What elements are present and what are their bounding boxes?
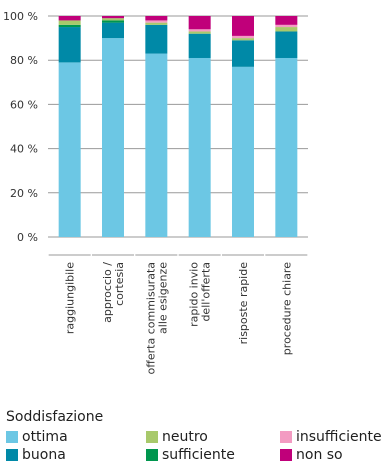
bar-ottima-raggiungibile xyxy=(58,62,81,237)
legend: Soddisfazione ottima buona neutro suffic… xyxy=(6,408,388,468)
bar-insufficiente-risposte-rapide xyxy=(232,35,254,39)
y-tick-label: 60 % xyxy=(10,98,38,111)
bar-ottima-offerta-commisurata-alle-esigenze xyxy=(145,53,168,237)
x-tick-label-approccio-cortesia: approccio /cortesia xyxy=(101,262,126,323)
y-tick-label: 80 % xyxy=(10,54,38,67)
y-tick-label: 40 % xyxy=(10,143,38,156)
bar-neutro-procedure-chiare xyxy=(275,27,298,32)
bar-ottima-procedure-chiare xyxy=(275,57,298,237)
bar-non-so-raggiungibile xyxy=(58,16,81,21)
bar-buona-approccio-cortesia xyxy=(102,22,124,39)
legend-item-buona: buona xyxy=(6,446,66,464)
x-tick-label-rapido-invio-dell-offerta: rapido inviodell'offerta xyxy=(188,262,213,327)
bar-neutro-approccio-cortesia xyxy=(102,18,124,21)
legend-item-insufficiente: insufficiente xyxy=(280,428,382,446)
x-tick-label-raggiungibile: raggiungibile xyxy=(64,262,77,334)
bar-non-so-approccio-cortesia xyxy=(102,16,124,19)
bar-neutro-rapido-invio-dell-offerta xyxy=(188,31,211,34)
legend-label-sufficiente: sufficiente xyxy=(162,447,235,463)
legend-swatch-sufficiente xyxy=(146,449,158,461)
bar-neutro-raggiungibile xyxy=(58,20,81,25)
bar-buona-rapido-invio-dell-offerta xyxy=(188,33,211,58)
bar-sufficiente-raggiungibile xyxy=(58,24,81,28)
legend-label-neutro: neutro xyxy=(162,429,208,445)
bar-buona-procedure-chiare xyxy=(275,31,298,58)
legend-label-insufficiente: insufficiente xyxy=(296,429,382,445)
bar-neutro-risposte-rapide xyxy=(232,38,254,41)
legend-swatch-ottima xyxy=(6,431,18,443)
x-tick-label-risposte-rapide: risposte rapide xyxy=(237,262,250,345)
y-tick-label: 100 % xyxy=(3,10,38,23)
legend-label-non-so: non so xyxy=(296,447,343,463)
bar-buona-raggiungibile xyxy=(58,27,81,63)
legend-label-ottima: ottima xyxy=(22,429,68,445)
bar-non-so-risposte-rapide xyxy=(232,16,254,36)
y-tick-label: 0 % xyxy=(17,231,38,244)
bar-ottima-approccio-cortesia xyxy=(102,38,124,237)
legend-swatch-buona xyxy=(6,449,18,461)
legend-item-non-so: non so xyxy=(280,446,343,464)
legend-label-buona: buona xyxy=(22,447,66,463)
bar-ottima-rapido-invio-dell-offerta xyxy=(188,57,211,237)
legend-title: Soddisfazione xyxy=(6,409,104,425)
legend-item-sufficiente: sufficiente xyxy=(146,446,235,464)
legend-swatch-insufficiente xyxy=(280,431,292,443)
y-tick-label: 20 % xyxy=(10,187,38,200)
bar-insufficiente-rapido-invio-dell-offerta xyxy=(188,29,211,32)
legend-item-ottima: ottima xyxy=(6,428,68,446)
bar-non-so-offerta-commisurata-alle-esigenze xyxy=(145,16,168,21)
legend-swatch-non-so xyxy=(280,449,292,461)
x-tick-label-offerta-commisurata-alle-esigenze: offerta commisurataalle esigenze xyxy=(144,262,169,375)
legend-item-neutro: neutro xyxy=(146,428,208,446)
bar-non-so-procedure-chiare xyxy=(275,16,298,25)
bar-insufficiente-procedure-chiare xyxy=(275,24,298,28)
legend-swatch-neutro xyxy=(146,431,158,443)
bar-buona-risposte-rapide xyxy=(232,40,254,67)
bar-non-so-rapido-invio-dell-offerta xyxy=(188,16,211,30)
bar-neutro-offerta-commisurata-alle-esigenze xyxy=(145,22,168,25)
bar-buona-offerta-commisurata-alle-esigenze xyxy=(145,24,168,54)
bar-ottima-risposte-rapide xyxy=(232,66,254,237)
bar-sufficiente-approccio-cortesia xyxy=(102,20,124,23)
x-tick-label-procedure-chiare: procedure chiare xyxy=(280,262,293,355)
bar-insufficiente-offerta-commisurata-alle-esigenze xyxy=(145,20,168,23)
stacked-bar-chart: 0 % 20 % 40 % 60 % 80 % 100 % raggiungibile app… xyxy=(3,10,308,375)
